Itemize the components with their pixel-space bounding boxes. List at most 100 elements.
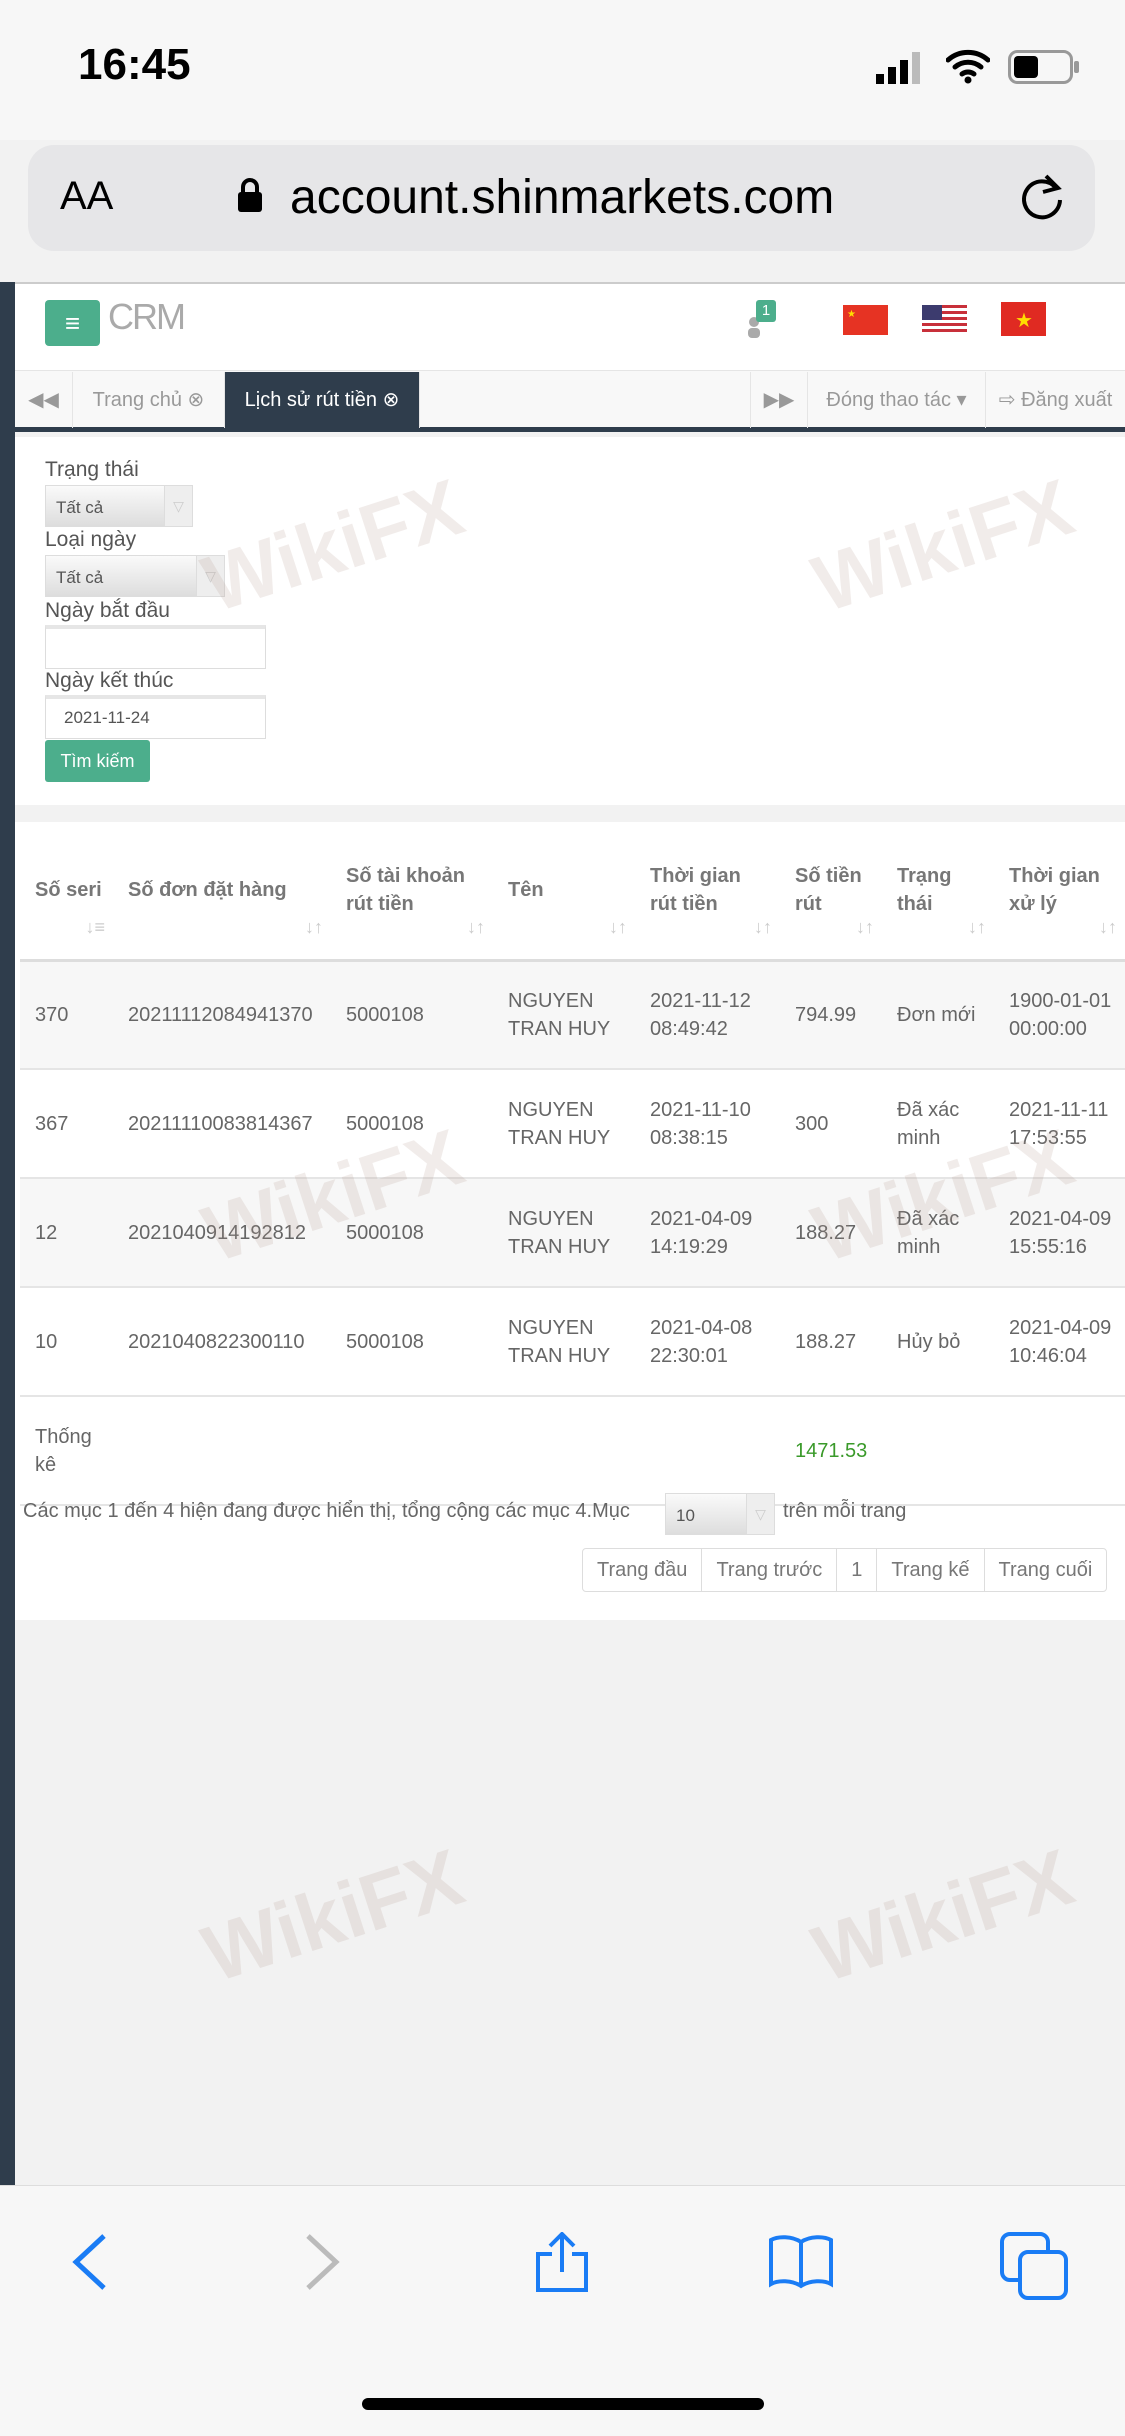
cell-name: NGUYEN TRAN HUY	[493, 1178, 635, 1288]
notification-badge: 1	[756, 300, 776, 322]
per-page-suffix: trên mỗi trang	[783, 1500, 907, 1522]
cell-order-number: 2021040914192812	[113, 1178, 331, 1288]
wifi-icon	[946, 49, 990, 84]
status-select[interactable]: Tất cả ▽	[45, 485, 193, 527]
text-size-button[interactable]: AA	[60, 174, 114, 218]
end-date-label: Ngày kết thúc	[45, 669, 174, 692]
withdrawal-table: Số seri ↓≡ Số đơn đặt hàng ↓↑ Số tài khoản…	[20, 822, 1125, 1506]
cell-amount: 794.99	[780, 960, 882, 1070]
signal-icon	[876, 52, 920, 84]
status-label: Trạng thái	[45, 458, 139, 481]
cell-name: NGUYEN TRAN HUY	[493, 1069, 635, 1179]
lock-icon	[238, 178, 262, 212]
url-text[interactable]: account.shinmarkets.com	[290, 171, 835, 224]
address-bar[interactable]	[28, 145, 1095, 251]
hamburger-icon: ≡	[64, 308, 81, 338]
status-time: 16:45	[78, 40, 191, 89]
cell-withdraw-time: 2021-11-12 08:49:42	[635, 960, 780, 1070]
sort-icon: ↓↑	[305, 916, 323, 937]
logout-icon: ⇨	[998, 389, 1016, 411]
cell-serial: 367	[20, 1069, 113, 1179]
sort-desc-icon: ↓≡	[85, 916, 105, 937]
summary-total: 1471.53	[780, 1396, 882, 1506]
back-icon[interactable]	[62, 2232, 122, 2292]
cell-serial: 12	[20, 1178, 113, 1288]
date-type-select[interactable]: Tất cả ▽	[45, 555, 225, 597]
cell-name: NGUYEN TRAN HUY	[493, 960, 635, 1070]
cell-order-number: 20211112084941370	[113, 960, 331, 1070]
next-page-button[interactable]: Trang kế	[877, 1549, 985, 1591]
chevron-down-icon: ▽	[196, 556, 224, 596]
table-row[interactable]: 367 20211110083814367 5000108 NGUYEN TRAN H…	[20, 1069, 1125, 1179]
close-icon[interactable]: ⊗	[187, 389, 205, 411]
cell-process-time: 2021-04-09 15:55:16	[994, 1178, 1125, 1288]
table-row[interactable]: 10 2021040822300110 5000108 NGUYEN TRAN HUY…	[20, 1287, 1125, 1397]
prev-page-button[interactable]: Trang trước	[702, 1549, 838, 1591]
tabs-icon[interactable]	[1000, 2232, 1070, 2302]
cell-amount: 188.27	[780, 1178, 882, 1288]
search-button[interactable]: Tìm kiếm	[45, 740, 150, 782]
logout-button[interactable]: ⇨ Đăng xuất	[998, 389, 1113, 411]
close-icon[interactable]: ⊗	[382, 389, 400, 411]
col-process-time[interactable]: Thời gian xử lý ↓↑	[994, 822, 1125, 962]
chevron-down-icon: ▽	[746, 1494, 774, 1534]
col-amount[interactable]: Số tiền rút ↓↑	[780, 822, 882, 962]
col-account[interactable]: Số tài khoản rút tiền ↓↑	[331, 822, 493, 962]
last-page-button[interactable]: Trang cuối	[998, 1559, 1093, 1581]
pagination: Trang đầu Trang trước 1 Trang kế Trang c…	[582, 1548, 1108, 1592]
forward-icon[interactable]	[290, 2232, 350, 2292]
tab-withdrawal-history[interactable]: Lịch sử rút tiền ⊗	[225, 372, 420, 428]
cell-status: Đơn mới	[882, 960, 994, 1070]
start-date-label: Ngày bắt đầu	[45, 599, 170, 622]
cell-account: 5000108	[331, 960, 493, 1070]
tab-bar	[15, 370, 1125, 432]
sort-icon: ↓↑	[754, 916, 772, 937]
cell-order-number: 20211110083814367	[113, 1069, 331, 1179]
date-type-label: Loại ngày	[45, 528, 137, 551]
reload-icon[interactable]	[1018, 172, 1068, 222]
logo: CRM	[108, 296, 186, 337]
filter-panel	[15, 437, 1125, 805]
bookmarks-icon[interactable]	[768, 2232, 834, 2292]
per-page-select[interactable]: 10 ▽	[665, 1493, 775, 1535]
current-page[interactable]: 1	[837, 1549, 878, 1591]
cell-status: Đã xác minh	[882, 1069, 994, 1179]
sort-icon: ↓↑	[968, 916, 986, 937]
tab-scroll-right[interactable]: ▶▶	[750, 372, 808, 428]
table-row[interactable]: 370 20211112084941370 5000108 NGUYEN TRAN H…	[20, 960, 1125, 1070]
close-operations-dropdown[interactable]: Đóng thao tác ▾	[808, 372, 986, 428]
tab-home[interactable]: Trang chủ ⊗	[73, 372, 225, 428]
china-flag-icon[interactable]: ★	[843, 305, 888, 335]
start-date-input[interactable]	[45, 625, 266, 669]
share-icon[interactable]	[532, 2232, 592, 2292]
col-withdraw-time[interactable]: Thời gian rút tiền ↓↑	[635, 822, 780, 962]
browser-toolbar	[0, 2185, 1125, 2436]
cell-name: NGUYEN TRAN HUY	[493, 1287, 635, 1397]
cell-withdraw-time: 2021-04-08 22:30:01	[635, 1287, 780, 1397]
cell-account: 5000108	[331, 1287, 493, 1397]
sort-icon: ↓↑	[856, 916, 874, 937]
end-date-input[interactable]: 2021-11-24	[45, 695, 266, 739]
battery-icon	[1008, 50, 1079, 84]
cell-withdraw-time: 2021-11-10 08:38:15	[635, 1069, 780, 1179]
first-page-button[interactable]: Trang đầu	[583, 1549, 703, 1591]
menu-button[interactable]: ≡	[45, 300, 100, 346]
table-row[interactable]: 12 2021040914192812 5000108 NGUYEN TRAN HUY…	[20, 1178, 1125, 1288]
sidebar-strip	[0, 282, 15, 2185]
svg-text:★: ★	[1015, 310, 1033, 332]
tab-scroll-left[interactable]: ◀◀	[15, 372, 73, 428]
status-bar	[0, 0, 1125, 140]
sort-icon: ↓↑	[1099, 916, 1117, 937]
home-indicator	[362, 2398, 764, 2410]
col-status[interactable]: Trạng thái ↓↑	[882, 822, 994, 962]
col-order-number[interactable]: Số đơn đặt hàng ↓↑	[113, 822, 331, 962]
col-serial[interactable]: Số seri ↓≡	[20, 822, 113, 962]
vietnam-flag-icon[interactable]: ★	[1001, 302, 1046, 336]
cell-amount: 188.27	[780, 1287, 882, 1397]
usa-flag-icon[interactable]	[922, 305, 967, 335]
col-name[interactable]: Tên ↓↑	[493, 822, 635, 962]
cell-process-time: 1900-01-01 00:00:00	[994, 960, 1125, 1070]
cell-account: 5000108	[331, 1178, 493, 1288]
sort-icon: ↓↑	[467, 916, 485, 937]
cell-account: 5000108	[331, 1069, 493, 1179]
